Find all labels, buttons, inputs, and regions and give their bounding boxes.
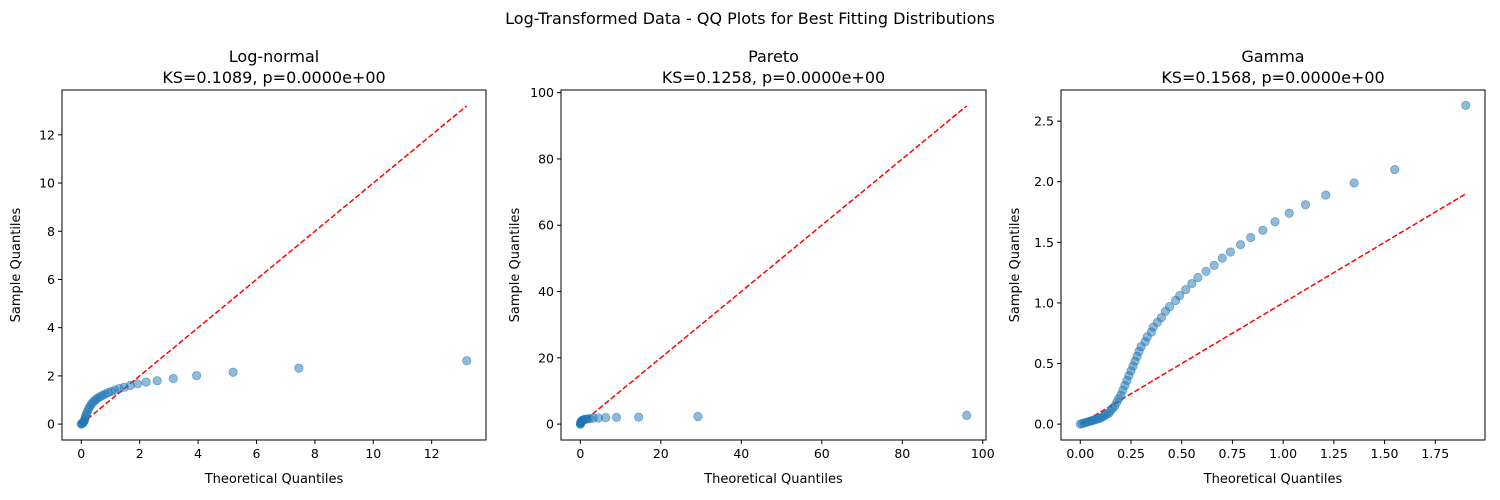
- data-point: [962, 410, 972, 420]
- y-axis-label: Sample Quantiles: [1008, 207, 1023, 322]
- data-point: [1300, 200, 1311, 210]
- data-point: [1217, 253, 1227, 263]
- y-tick-label: 1.5: [1034, 235, 1054, 250]
- data-point: [1225, 247, 1235, 257]
- x-tick-label: 1.50: [1371, 446, 1399, 461]
- data-point: [1181, 285, 1191, 295]
- data-point: [611, 412, 622, 422]
- y-tick-label: 40: [538, 284, 554, 299]
- y-tick-label: 12: [39, 127, 55, 142]
- x-axis-label: Theoretical Quantiles: [204, 472, 344, 487]
- y-tick-label: 2.5: [1034, 114, 1054, 129]
- y-tick-label: 10: [39, 176, 55, 191]
- data-point: [601, 413, 611, 423]
- data-point: [294, 363, 304, 373]
- y-tick-label: 100: [530, 85, 554, 100]
- data-point: [192, 371, 202, 381]
- x-axis-label: Theoretical Quantiles: [1203, 472, 1343, 487]
- y-tick-label: 80: [538, 151, 554, 166]
- data-point: [1201, 266, 1211, 277]
- subplot-title: Gamma: [1241, 47, 1304, 66]
- x-tick-label: 4: [194, 446, 202, 461]
- data-point: [1349, 178, 1359, 188]
- data-point: [1164, 301, 1175, 312]
- x-tick-label: 0.75: [1219, 446, 1247, 461]
- data-point: [1175, 291, 1185, 301]
- data-point: [152, 376, 162, 386]
- data-point: [1321, 190, 1331, 200]
- x-tick-label: 0.00: [1066, 446, 1094, 461]
- x-tick-label: 100: [971, 446, 995, 461]
- x-tick-label: 0.25: [1117, 446, 1145, 461]
- y-tick-label: 2.0: [1034, 174, 1054, 189]
- axes-frame: [560, 89, 987, 441]
- data-point: [1209, 260, 1219, 270]
- x-tick-label: 8: [311, 446, 319, 461]
- data-point: [462, 356, 472, 366]
- x-tick-label: 40: [733, 446, 749, 461]
- subplot-subtitle: KS=0.1568, p=0.0000e+00: [1161, 68, 1384, 87]
- x-tick-label: 12: [424, 446, 440, 461]
- subplot-2: Pareto KS=0.1258, p=0.0000e+00 0 20 40 60 80 10…: [508, 47, 995, 487]
- x-tick-label: 80: [894, 446, 910, 461]
- y-tick-label: 2: [47, 368, 55, 383]
- reference-line: [80, 105, 468, 425]
- y-tick-label: 4: [47, 320, 55, 335]
- y-tick-label: 60: [538, 218, 554, 233]
- data-point: [634, 412, 644, 422]
- y-tick-label: 0.0: [1034, 417, 1054, 432]
- data-point: [141, 377, 151, 387]
- y-tick-label: 20: [538, 350, 554, 365]
- y-tick-label: 1.0: [1034, 295, 1054, 310]
- x-tick-label: 10: [365, 446, 381, 461]
- y-tick-label: 0.5: [1034, 356, 1054, 371]
- data-point: [1461, 100, 1471, 110]
- subplot-subtitle: KS=0.1089, p=0.0000e+00: [162, 68, 385, 87]
- data-point: [1246, 232, 1256, 243]
- axes-frame: [1060, 89, 1486, 441]
- data-point: [1193, 272, 1203, 283]
- y-tick-label: 8: [47, 224, 55, 239]
- data-point: [1284, 208, 1294, 218]
- y-axis-label: Sample Quantiles: [508, 207, 523, 322]
- x-tick-label: 1.75: [1421, 446, 1449, 461]
- data-point: [168, 373, 178, 384]
- x-tick-label: 6: [253, 446, 261, 461]
- subplot-1: Log-normal KS=0.1089, p=0.0000e+00 0 2 4 6 8 10…: [9, 47, 487, 487]
- data-point: [1235, 240, 1246, 250]
- y-tick-label: 6: [47, 272, 55, 287]
- data-point: [228, 367, 238, 377]
- data-point: [133, 379, 143, 389]
- x-tick-label: 0: [576, 446, 584, 461]
- reference-line: [1079, 193, 1467, 425]
- data-point: [1270, 217, 1280, 227]
- figure-suptitle: Log-Transformed Data - QQ Plots for Best…: [505, 9, 995, 28]
- x-tick-label: 60: [814, 446, 830, 461]
- x-tick-label: 1.25: [1320, 446, 1348, 461]
- x-tick-label: 2: [136, 446, 144, 461]
- subplot-subtitle: KS=0.1258, p=0.0000e+00: [662, 68, 885, 87]
- subplot-title: Pareto: [748, 47, 799, 66]
- data-point: [1187, 278, 1197, 289]
- x-axis-label: Theoretical Quantiles: [703, 472, 843, 487]
- data-point: [1258, 225, 1268, 235]
- y-tick-label: 0: [546, 417, 554, 432]
- x-tick-label: 20: [653, 446, 669, 461]
- axes-frame: [61, 89, 487, 441]
- y-tick-label: 0: [47, 417, 55, 432]
- subplot-title: Log-normal: [229, 47, 319, 66]
- x-tick-label: 0: [77, 446, 85, 461]
- x-tick-label: 0.50: [1168, 446, 1196, 461]
- data-point: [693, 411, 703, 422]
- x-tick-label: 1.00: [1269, 446, 1297, 461]
- reference-line: [579, 105, 968, 425]
- data-point: [1390, 165, 1400, 175]
- y-axis-label: Sample Quantiles: [9, 207, 24, 322]
